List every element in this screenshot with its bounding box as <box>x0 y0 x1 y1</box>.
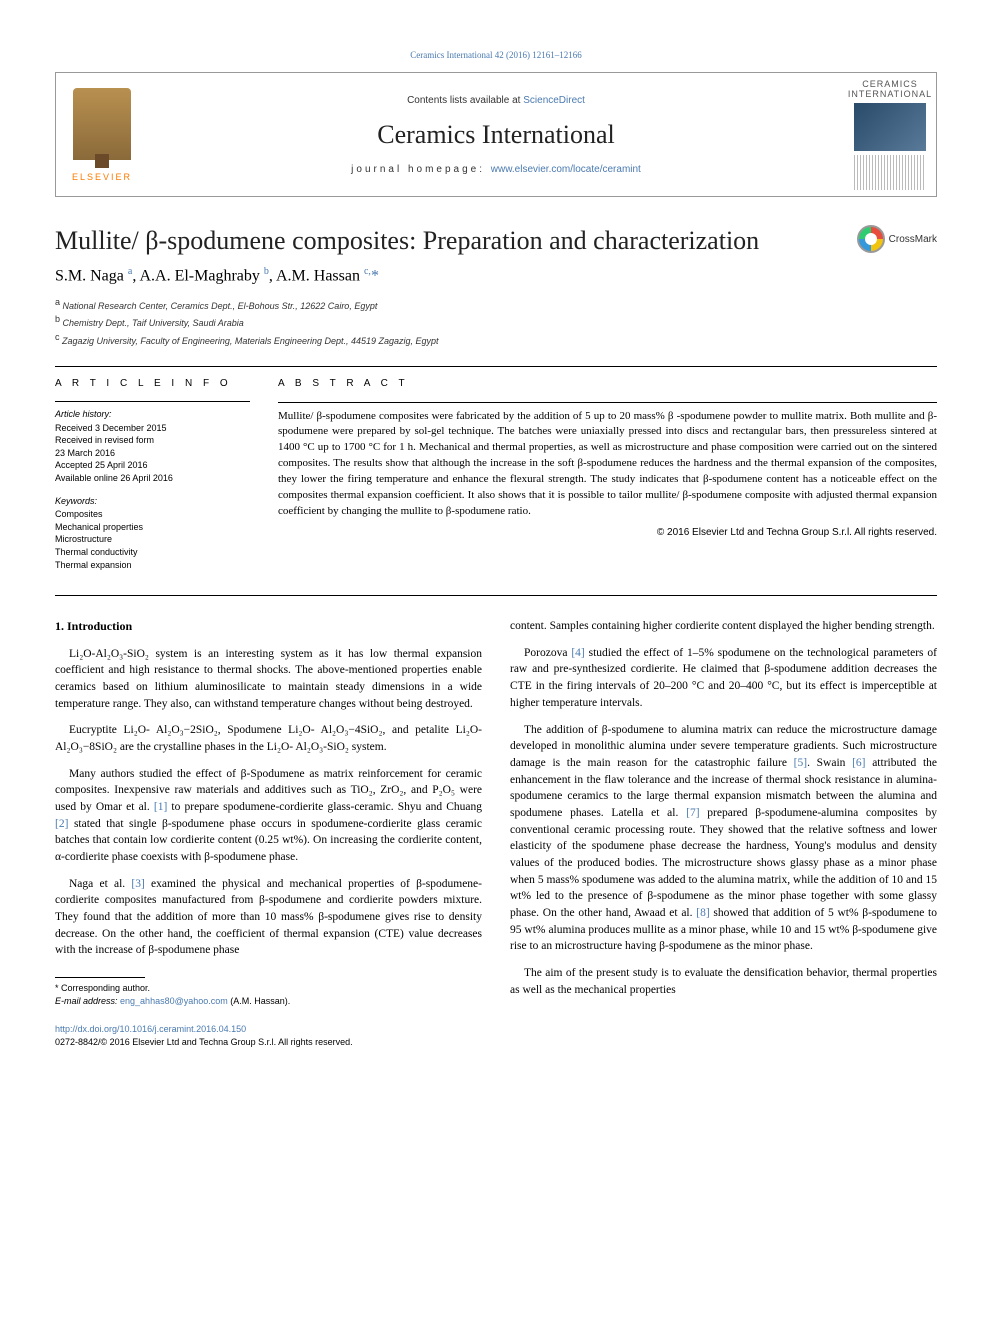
article-history: Article history: Received 3 December 201… <box>55 408 250 485</box>
body-paragraph: The aim of the present study is to evalu… <box>510 965 937 998</box>
cover-barcode-icon <box>854 155 926 190</box>
top-citation-link[interactable]: Ceramics International 42 (2016) 12161–1… <box>55 50 937 60</box>
history-line: Available online 26 April 2016 <box>55 472 250 485</box>
keywords-label: Keywords: <box>55 495 250 508</box>
homepage-link[interactable]: www.elsevier.com/locate/ceramint <box>491 164 641 175</box>
header-center: Contents lists available at ScienceDirec… <box>148 73 844 196</box>
history-label: Article history: <box>55 408 250 421</box>
abstract: A B S T R A C T Mullite/ β-spodumene com… <box>278 377 937 581</box>
page-root: Ceramics International 42 (2016) 12161–1… <box>0 0 992 1098</box>
author-email-link[interactable]: eng_ahhas80@yahoo.com <box>120 996 228 1006</box>
crossmark-icon <box>857 225 885 253</box>
homepage-prefix: journal homepage: <box>351 164 491 175</box>
history-line: Received 3 December 2015 <box>55 422 250 435</box>
journal-name: Ceramics International <box>377 120 615 150</box>
elsevier-text: ELSEVIER <box>72 172 132 182</box>
history-line: Accepted 25 April 2016 <box>55 459 250 472</box>
contents-prefix: Contents lists available at <box>407 95 523 106</box>
email-label: E-mail address: <box>55 996 120 1006</box>
cover-subtitle: INTERNATIONAL <box>848 89 932 99</box>
cover-title: CERAMICS <box>862 79 918 89</box>
body-columns: 1. Introduction Li₂O-Al₂O₃-SiO₂ system i… <box>55 618 937 1048</box>
crossmark-label: CrossMark <box>889 234 937 245</box>
body-paragraph: Eucryptite Li₂O- Al₂O₃−2SiO₂, Spodumene … <box>55 722 482 755</box>
keywords-block: Keywords: CompositesMechanical propertie… <box>55 495 250 572</box>
footnotes: * Corresponding author. E-mail address: … <box>55 982 482 1007</box>
keyword: Composites <box>55 508 250 521</box>
left-column: 1. Introduction Li₂O-Al₂O₃-SiO₂ system i… <box>55 618 482 1048</box>
email-suffix: (A.M. Hassan). <box>228 996 291 1006</box>
corresponding-author: * Corresponding author. <box>55 982 482 995</box>
footnote-rule <box>55 977 145 978</box>
issn-line: 0272-8842/© 2016 Elsevier Ltd and Techna… <box>55 1036 482 1049</box>
rule-bottom <box>55 595 937 596</box>
section-1-heading: 1. Introduction <box>55 618 482 635</box>
title-row: Mullite/ β-spodumene composites: Prepara… <box>55 225 937 256</box>
abstract-copyright: © 2016 Elsevier Ltd and Techna Group S.r… <box>278 526 937 541</box>
article-info: A R T I C L E I N F O Article history: R… <box>55 377 250 581</box>
keyword: Thermal conductivity <box>55 546 250 559</box>
article-title: Mullite/ β-spodumene composites: Prepara… <box>55 225 759 256</box>
right-column: content. Samples containing higher cordi… <box>510 618 937 1048</box>
abstract-heading: A B S T R A C T <box>278 377 937 392</box>
sciencedirect-link[interactable]: ScienceDirect <box>523 95 585 106</box>
body-paragraph: Li₂O-Al₂O₃-SiO₂ system is an interesting… <box>55 646 482 713</box>
info-heading: A R T I C L E I N F O <box>55 377 250 391</box>
abstract-text: Mullite/ β-spodumene composites were fab… <box>278 409 937 521</box>
info-abstract-row: A R T I C L E I N F O Article history: R… <box>55 367 937 595</box>
body-paragraph: content. Samples containing higher cordi… <box>510 618 937 635</box>
history-line: Received in revised form <box>55 434 250 447</box>
keyword: Mechanical properties <box>55 521 250 534</box>
affiliation: b Chemistry Dept., Taif University, Saud… <box>55 313 937 331</box>
cover-image-icon <box>854 103 926 151</box>
journal-header: ELSEVIER Contents lists available at Sci… <box>55 72 937 197</box>
body-paragraph: Naga et al. [3] examined the physical an… <box>55 876 482 959</box>
doi-link[interactable]: http://dx.doi.org/10.1016/j.ceramint.201… <box>55 1024 246 1034</box>
email-line: E-mail address: eng_ahhas80@yahoo.com (A… <box>55 995 482 1008</box>
info-rule-1 <box>55 401 250 402</box>
elsevier-tree-icon <box>73 88 131 160</box>
affiliation: c Zagazig University, Faculty of Enginee… <box>55 331 937 349</box>
history-line: 23 March 2016 <box>55 447 250 460</box>
affiliations: a National Research Center, Ceramics Dep… <box>55 296 937 349</box>
doi-block: http://dx.doi.org/10.1016/j.ceramint.201… <box>55 1023 482 1048</box>
contents-available: Contents lists available at ScienceDirec… <box>407 95 585 106</box>
abstract-rule <box>278 402 937 403</box>
journal-cover: CERAMICS INTERNATIONAL <box>844 73 936 196</box>
body-paragraph: Many authors studied the effect of β-Spo… <box>55 766 482 866</box>
author-list: S.M. Naga a, A.A. El-Maghraby b, A.M. Ha… <box>55 266 937 285</box>
keyword: Microstructure <box>55 533 250 546</box>
affiliation: a National Research Center, Ceramics Dep… <box>55 296 937 314</box>
body-paragraph: Porozova [4] studied the effect of 1–5% … <box>510 645 937 712</box>
keyword: Thermal expansion <box>55 559 250 572</box>
crossmark-badge[interactable]: CrossMark <box>857 225 937 253</box>
journal-homepage: journal homepage: www.elsevier.com/locat… <box>351 164 641 175</box>
body-paragraph: The addition of β-spodumene to alumina m… <box>510 722 937 955</box>
elsevier-logo: ELSEVIER <box>56 73 148 196</box>
